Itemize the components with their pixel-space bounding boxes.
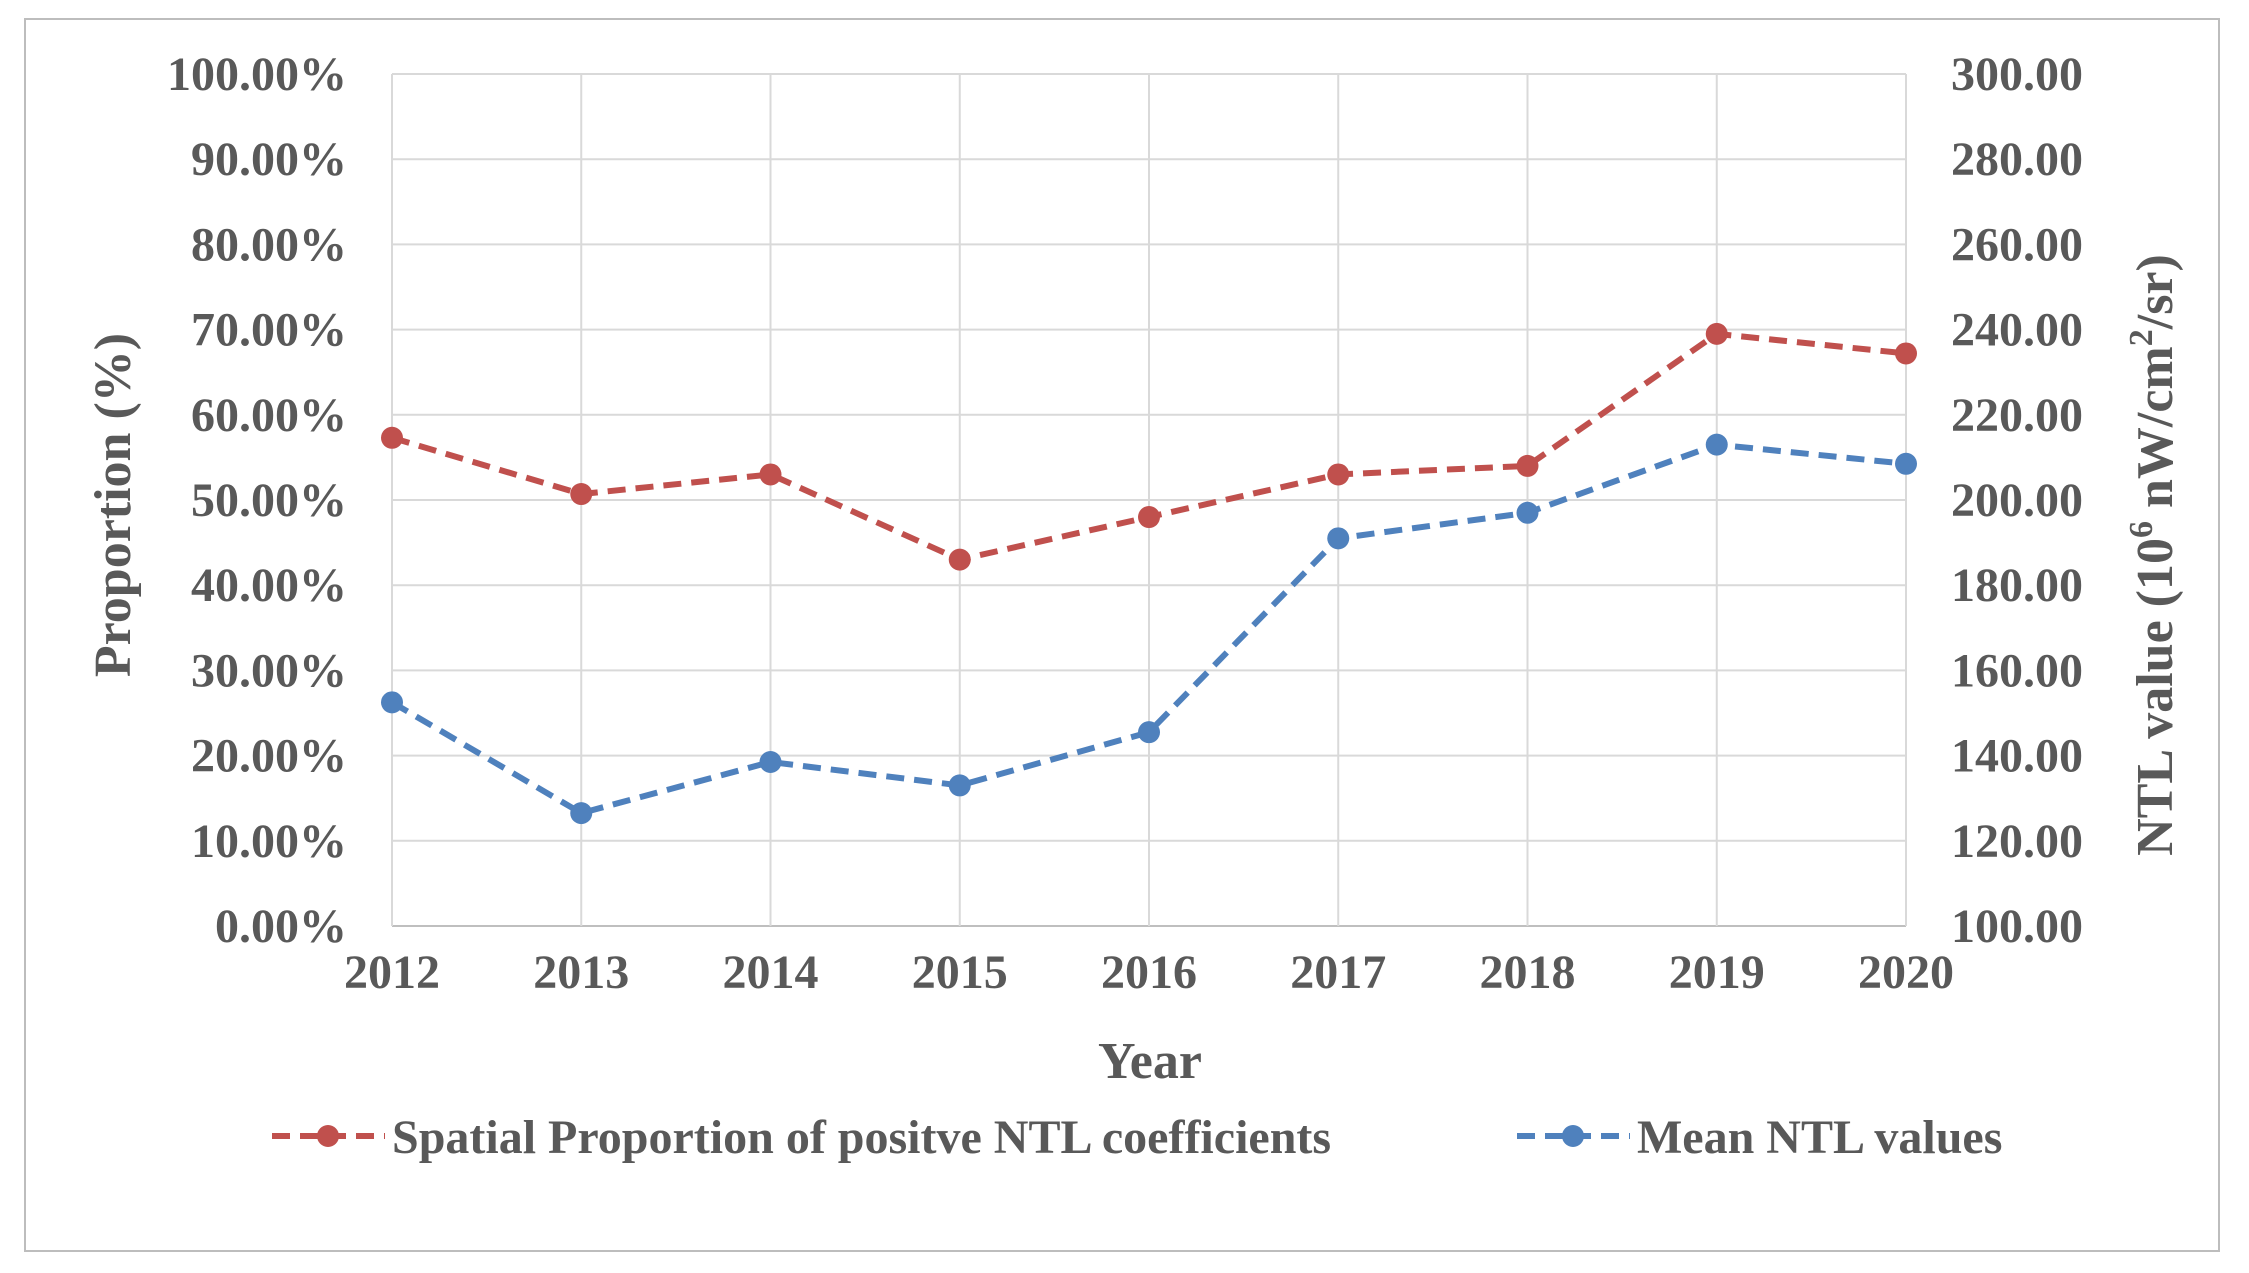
y-axis-right: 100.00 120.00 140.00 160.00 180.00 200.00 220.… — [1951, 48, 2083, 953]
y2-tick-label: 280.00 — [1951, 133, 2083, 186]
y-tick-label: 60.00% — [191, 389, 347, 442]
y2-tick-label: 160.00 — [1951, 644, 2083, 697]
legend: Spatial Proportion of positve NTL coeffi… — [272, 1111, 2002, 1164]
data-point — [570, 483, 593, 506]
data-point — [1705, 322, 1728, 345]
data-point — [948, 774, 971, 797]
series-layer — [381, 322, 1917, 825]
y2-tick-label: 240.00 — [1951, 304, 2083, 357]
y2-tick-label: 140.00 — [1951, 730, 2083, 783]
y2-axis-title: NTL value (106 nW/cm2/sr) — [2123, 254, 2184, 856]
data-point — [1138, 506, 1160, 529]
chart-frame — [24, 18, 2220, 1252]
data-point — [1138, 721, 1160, 744]
legend-swatch-marker — [1562, 1125, 1584, 1147]
legend-swatch-marker — [317, 1125, 339, 1147]
y2-tick-label: 260.00 — [1951, 218, 2083, 271]
y-tick-label: 100.00% — [167, 48, 347, 101]
data-point — [759, 750, 782, 773]
y2-tick-label: 300.00 — [1951, 48, 2083, 101]
x-tick-label: 2018 — [1480, 946, 1576, 999]
x-tick-label: 2012 — [344, 946, 440, 999]
x-axis: 2012 2013 2014 2015 2016 2017 2018 2019 2020 — [344, 946, 1954, 999]
data-point — [570, 802, 593, 825]
data-point — [1895, 452, 1917, 475]
data-point — [1327, 527, 1350, 550]
y-axis-left: 0.00% 10.00% 20.00% 30.00% 40.00% 50.00% 60.00… — [167, 48, 347, 953]
x-tick-label: 2016 — [1101, 946, 1197, 999]
x-tick-label: 2014 — [723, 946, 819, 999]
x-tick-label: 2017 — [1290, 946, 1386, 999]
y-tick-label: 80.00% — [191, 218, 347, 271]
y2-tick-label: 220.00 — [1951, 389, 2083, 442]
data-point — [381, 691, 403, 714]
y-tick-label: 0.00% — [215, 900, 347, 953]
legend-label: Mean NTL values — [1637, 1111, 2002, 1164]
data-point — [948, 548, 971, 571]
gridlines — [391, 73, 1907, 927]
legend-item-spatial-proportion: Spatial Proportion of positve NTL coeffi… — [272, 1111, 1331, 1164]
x-tick-label: 2013 — [533, 946, 629, 999]
y-tick-label: 50.00% — [191, 474, 347, 527]
y-tick-label: 10.00% — [191, 815, 347, 868]
y-tick-label: 40.00% — [191, 559, 347, 612]
y-axis-title: Proportion (%) — [85, 333, 142, 677]
y-tick-label: 90.00% — [191, 133, 347, 186]
y-tick-label: 70.00% — [191, 304, 347, 357]
data-point — [1516, 454, 1539, 477]
x-axis-title: Year — [1098, 1033, 1202, 1090]
x-tick-label: 2019 — [1669, 946, 1765, 999]
data-point — [1895, 342, 1917, 365]
y-tick-label: 20.00% — [191, 730, 347, 783]
data-point — [381, 426, 403, 449]
legend-item-mean-ntl: Mean NTL values — [1517, 1111, 2002, 1164]
data-point — [759, 463, 782, 486]
y2-tick-label: 100.00 — [1951, 900, 2083, 953]
y2-tick-label: 120.00 — [1951, 815, 2083, 868]
y2-tick-label: 180.00 — [1951, 559, 2083, 612]
data-point — [1327, 463, 1350, 486]
series-line-1 — [390, 441, 1907, 817]
legend-label: Spatial Proportion of positve NTL coeffi… — [392, 1111, 1331, 1164]
y2-tick-label: 200.00 — [1951, 474, 2083, 527]
x-tick-label: 2015 — [912, 946, 1008, 999]
y-tick-label: 30.00% — [191, 644, 347, 697]
data-point — [1516, 501, 1539, 524]
x-tick-label: 2020 — [1858, 946, 1954, 999]
data-point — [1705, 433, 1728, 456]
